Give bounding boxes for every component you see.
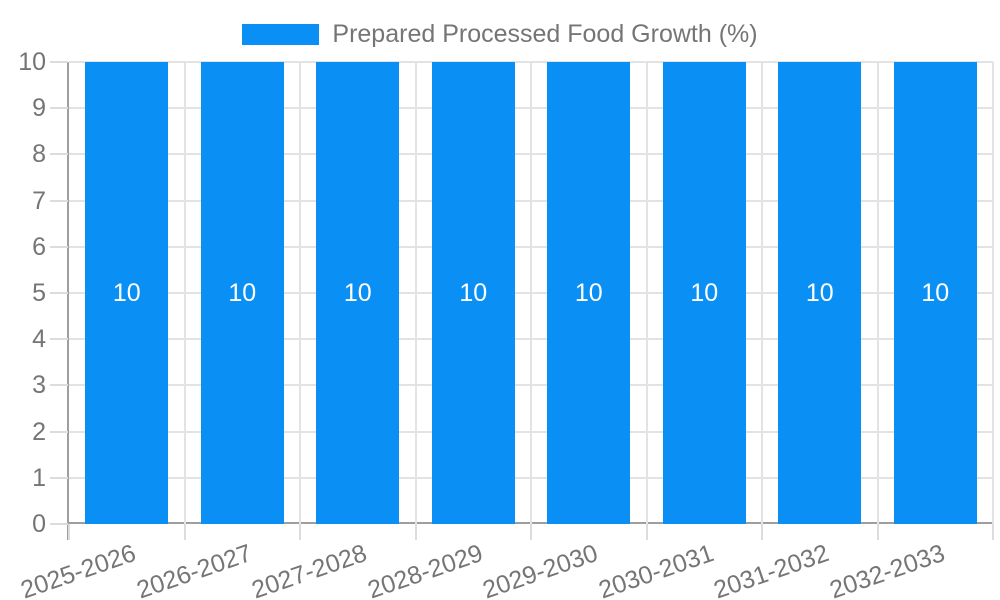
x-tick-label: 2031-2032 bbox=[710, 539, 833, 600]
v-gridline bbox=[761, 62, 763, 524]
x-tick-label: 2032-2033 bbox=[825, 539, 949, 600]
x-tick-mark bbox=[530, 524, 532, 540]
y-tick-mark bbox=[50, 338, 68, 341]
v-gridline bbox=[992, 62, 994, 524]
x-tick-mark bbox=[414, 524, 417, 540]
y-tick-mark bbox=[50, 153, 68, 156]
x-tick-mark bbox=[992, 524, 994, 540]
bar[interactable] bbox=[778, 62, 862, 524]
y-tick-mark bbox=[50, 199, 68, 202]
bar[interactable] bbox=[316, 62, 400, 524]
y-tick-label: 5 bbox=[32, 279, 46, 307]
y-tick-label: 9 bbox=[32, 94, 46, 123]
y-tick-label: 8 bbox=[32, 140, 46, 169]
bar[interactable] bbox=[200, 62, 284, 524]
y-tick-mark bbox=[50, 523, 68, 525]
y-tick-label: 3 bbox=[32, 371, 46, 400]
v-gridline bbox=[299, 62, 301, 524]
y-tick-label: 4 bbox=[32, 325, 46, 354]
y-tick-mark bbox=[50, 245, 68, 248]
y-tick-label: 7 bbox=[32, 186, 46, 215]
legend-swatch-icon bbox=[242, 24, 320, 45]
v-gridline bbox=[530, 62, 532, 524]
y-tick-label: 2 bbox=[32, 417, 46, 446]
x-tick-label: 2028-2029 bbox=[363, 539, 487, 600]
y-tick-mark bbox=[50, 107, 68, 110]
x-tick-label: 2027-2028 bbox=[248, 539, 371, 600]
v-gridline bbox=[645, 62, 648, 524]
v-gridline bbox=[876, 62, 879, 524]
bar[interactable] bbox=[893, 62, 977, 524]
y-tick-mark bbox=[50, 476, 68, 479]
y-tick-mark bbox=[50, 61, 68, 63]
x-tick-label: 2029-2030 bbox=[479, 539, 602, 600]
y-tick-mark bbox=[50, 384, 68, 387]
x-tick-label: 2025-2026 bbox=[17, 539, 140, 600]
y-tick-label: 6 bbox=[32, 232, 46, 261]
y-axis-line bbox=[67, 62, 69, 540]
legend-label: Prepared Processed Food Growth (%) bbox=[332, 20, 758, 48]
x-tick-label: 2030-2031 bbox=[594, 539, 718, 600]
y-tick-label: 10 bbox=[18, 48, 46, 76]
x-tick-mark bbox=[183, 524, 186, 540]
bar[interactable] bbox=[662, 62, 746, 524]
y-tick-label: 1 bbox=[32, 463, 46, 492]
x-tick-mark bbox=[68, 524, 70, 540]
x-tick-mark bbox=[299, 524, 301, 540]
bar[interactable] bbox=[85, 62, 169, 524]
bar[interactable] bbox=[547, 62, 631, 524]
x-tick-label: 2026-2027 bbox=[132, 539, 256, 600]
v-gridline bbox=[183, 62, 186, 524]
y-tick-mark bbox=[50, 430, 68, 433]
x-tick-mark bbox=[761, 524, 763, 540]
y-tick-label: 0 bbox=[32, 510, 46, 538]
y-tick-mark bbox=[50, 292, 68, 294]
bar[interactable] bbox=[431, 62, 515, 524]
v-gridline bbox=[414, 62, 417, 524]
x-tick-mark bbox=[876, 524, 879, 540]
chart-legend[interactable]: Prepared Processed Food Growth (%) bbox=[0, 20, 1000, 49]
x-tick-mark bbox=[645, 524, 648, 540]
plot-area: 10 10 10 10 10 10 10 10 bbox=[69, 61, 994, 524]
